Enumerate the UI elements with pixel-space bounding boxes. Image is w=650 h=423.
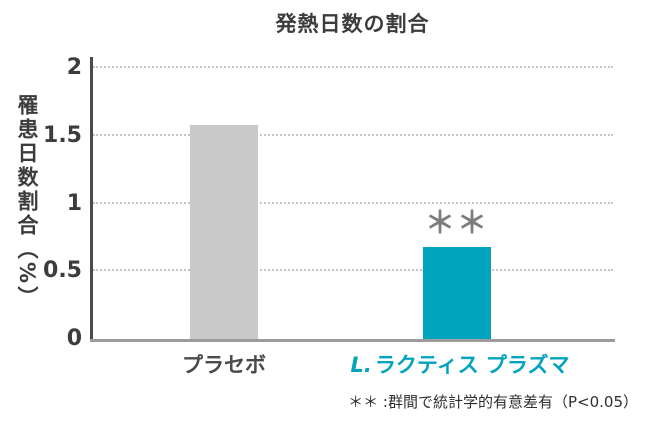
y-tick-label: 2 [66,55,82,80]
x-label-placebo: プラセボ [182,349,266,379]
x-label-placebo-text: プラセボ [182,353,266,377]
y-tick-label: 1.5 [43,122,82,148]
x-axis-line [90,339,615,342]
y-axis-ticks: 0 0.5 1 1.5 2 [0,55,82,351]
gridline [93,201,613,204]
gridline [93,133,613,136]
y-tick-label: 1 [66,190,82,216]
y-axis-label: 罹患日数割合（%） [15,94,39,311]
y-tick-label: 0.5 [43,258,82,284]
gridline [93,66,613,68]
bar-l-lactis [423,246,491,339]
y-tick-label: 0 [66,326,82,351]
x-label-l-lactis-text: ラクティス プラズマ [374,353,570,377]
significance-marker: ＊＊ [425,205,489,241]
footnote: ＊＊ :群間で統計学的有意差有（P<0.05） [348,393,638,411]
x-label-l-lactis: L. ラクティス プラズマ [351,349,570,379]
y-axis-line [90,57,93,342]
chart-title: 発熱日数の割合 [275,12,430,36]
plot-area: ＊＊ [93,66,613,339]
gridline [93,269,613,272]
bar-placebo [190,124,259,339]
x-label-l-lactis-prefix: L. [350,353,372,377]
